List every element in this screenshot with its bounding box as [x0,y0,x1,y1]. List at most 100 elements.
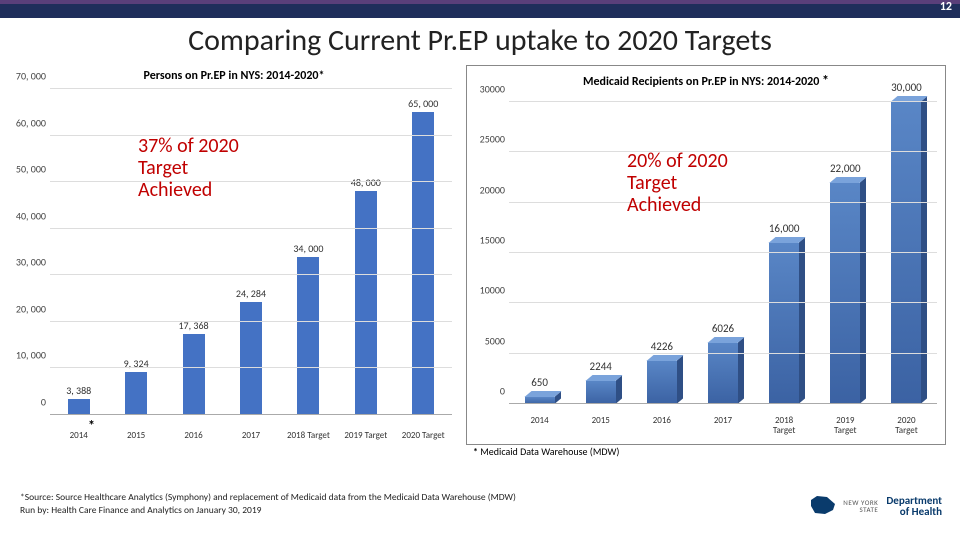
bar-3d: 2244 [586,381,616,404]
bar-value-label: 30,000 [891,81,922,94]
ytick: 0 [467,385,505,398]
xlabel: 2020Target [876,416,937,436]
ytick: 5000 [467,334,505,347]
xlabel: 2014 [509,416,570,436]
xlabel: 2018 Target [280,431,337,441]
xlabel: 2016 [631,416,692,436]
xlabel: 2018Target [754,416,815,436]
gridline [50,321,452,322]
ytick: 10000 [467,284,505,297]
right-chart-title-text: Medicaid Recipients on Pr.EP in NYS: 201… [583,75,819,89]
gridline [50,274,452,275]
right-annotation-text: 20% of 2020TargetAchieved [627,149,728,217]
bar-face [891,102,921,404]
left-xlabels: 20142015201620172018 Target2019 Target20… [50,431,452,441]
bar-value-label: 24, 284 [236,287,266,300]
topbar-accent [0,0,960,4]
bar-value-label: 650 [531,376,548,389]
gridline [509,252,937,253]
bar-value-label: 2244 [590,360,612,373]
gridline [509,302,937,303]
bar-side [921,96,927,403]
bar-face [769,243,799,404]
bar-value-label: 16,000 [769,222,800,235]
logo-text: NEW YORK STATE [843,499,878,513]
bar-side [677,356,683,404]
bar: 48, 000 [355,191,377,415]
bar-3d: 16,000 [769,243,799,404]
bar-face [647,361,677,404]
xlabel: 2019Target [815,416,876,436]
ytick: 15000 [467,234,505,247]
ytick: 40, 000 [8,209,46,222]
xlabel: 2016 [165,431,222,441]
bar-slot: 34, 000 [280,89,337,415]
gridline [50,181,452,182]
bar-value-label: 6026 [712,322,734,335]
bar-value-label: 3, 388 [66,384,91,397]
xlabel: 2015 [570,416,631,436]
bar-slot: 2244 [570,102,631,404]
gridline [50,367,452,368]
xlabel: 2020 Target [395,431,452,441]
topbar: 12 [0,0,960,18]
ytick: 20000 [467,183,505,196]
bar-slot: 16,000 [754,102,815,404]
bar-value-label: 34, 000 [293,242,323,255]
bar-value-label: 22,000 [830,162,861,175]
ytick: 10, 000 [8,349,46,362]
bar-face [830,183,860,404]
ytick: 70, 000 [8,70,46,83]
content-row: Persons on Pr.EP in NYS: 2014-2020* * 3,… [0,65,960,445]
bar-side [616,376,622,404]
bar-slot: 65, 000 [395,89,452,415]
bar: 9, 324 [125,372,147,415]
mdw-asterisk: * [473,445,478,458]
xlabel: 2019 Target [337,431,394,441]
left-baseline [50,414,452,415]
gridline [50,135,452,136]
source-footnote: *Source: Source Healthcare Analytics (Sy… [20,491,516,516]
right-chart: Medicaid Recipients on Pr.EP in NYS: 201… [466,65,946,445]
bar-value-label: 48, 000 [351,176,381,189]
bar-3d: 4226 [647,361,677,404]
bar-slot: 30,000 [876,102,937,404]
bar-value-label: 4226 [651,340,673,353]
bar: 65, 000 [412,112,434,415]
gridline [509,353,937,354]
left-annotation-text: 37% of 2020TargetAchieved [138,134,239,202]
source-line1: *Source: Source Healthcare Analytics (Sy… [20,491,516,503]
bar-3d: 30,000 [891,102,921,404]
bar-slot: 650 [509,102,570,404]
bar-3d: 22,000 [830,183,860,404]
xlabel: 2017 [692,416,753,436]
bar-slot: 3, 388 [50,89,107,415]
left-chart-area: 3, 3889, 32417, 36824, 28434, 00048, 000… [50,89,452,415]
right-annotation: 20% of 2020TargetAchieved [627,150,728,216]
left-chart: Persons on Pr.EP in NYS: 2014-2020* * 3,… [8,65,460,445]
right-chart-title: Medicaid Recipients on Pr.EP in NYS: 201… [467,66,945,89]
ytick: 0 [8,396,46,409]
bar: 3, 388 [68,399,90,415]
nys-logo: NEW YORK STATE Department of Health [809,494,942,518]
bar-side [738,338,744,404]
bar-slot: 48, 000 [337,89,394,415]
gridline [509,101,937,102]
ytick: 25000 [467,133,505,146]
bar: 24, 284 [240,302,262,415]
xlabel: 2017 [222,431,279,441]
bar-face [586,381,616,404]
logo-state: STATE [859,505,878,514]
ytick: 30000 [467,83,505,96]
page-title: Comparing Current Pr.EP uptake to 2020 T… [0,18,960,65]
gridline [50,228,452,229]
bar-slot: 4226 [631,102,692,404]
logo-dept2: of Health [886,506,942,517]
left-annotation: 37% of 2020TargetAchieved [138,135,239,201]
bar: 34, 000 [297,257,319,415]
nys-state-icon [809,494,837,518]
ytick: 60, 000 [8,116,46,129]
mdw-note: * Medicaid Data Warehouse (MDW) [473,445,619,458]
slide: 12 Comparing Current Pr.EP uptake to 202… [0,0,960,540]
bar-slot: 6026 [692,102,753,404]
